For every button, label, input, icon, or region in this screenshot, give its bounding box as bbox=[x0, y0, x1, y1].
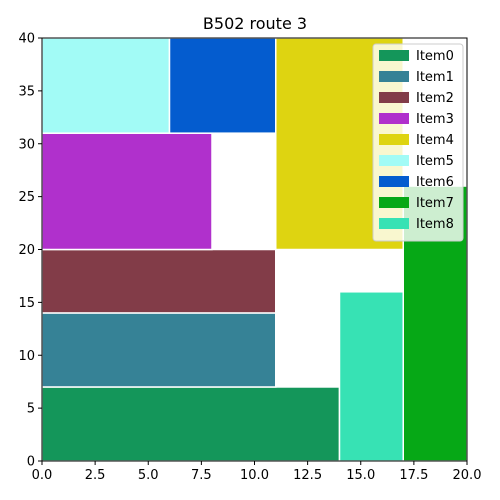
legend-label-1: Item1 bbox=[416, 70, 454, 85]
y-tick-label: 20 bbox=[18, 243, 35, 258]
x-tick-label: 12.5 bbox=[293, 468, 322, 483]
y-tick-label: 30 bbox=[18, 137, 35, 152]
x-axis: 0.0 2.5 5.0 7.5 10.0 12.5 15.0 17.5 20.0 bbox=[32, 461, 482, 483]
item-rect-1 bbox=[41, 312, 277, 388]
legend-label-2: Item2 bbox=[416, 91, 454, 106]
item-rect-5 bbox=[41, 37, 171, 134]
legend-label-8: Item8 bbox=[416, 217, 454, 232]
legend-label-7: Item7 bbox=[416, 196, 454, 211]
y-tick-label: 0 bbox=[27, 455, 35, 470]
legend-label-3: Item3 bbox=[416, 112, 454, 127]
legend-swatch-1 bbox=[379, 71, 409, 82]
y-tick-label: 25 bbox=[18, 190, 35, 205]
chart-title: B502 route 3 bbox=[203, 14, 307, 33]
legend: Item0 Item1 Item2 Item3 Item4 Item5 Item6 Item7… bbox=[372, 43, 464, 242]
item-rect-6 bbox=[168, 37, 277, 134]
legend-swatch-8 bbox=[379, 218, 409, 229]
item-rect-8 bbox=[338, 291, 404, 462]
x-tick-label: 5.0 bbox=[138, 468, 159, 483]
legend-label-4: Item4 bbox=[416, 133, 454, 148]
item-rect-3 bbox=[41, 132, 213, 251]
x-tick-label: 20.0 bbox=[453, 468, 482, 483]
legend-swatch-4 bbox=[379, 134, 409, 145]
legend-swatch-2 bbox=[379, 92, 409, 103]
legend-swatch-0 bbox=[379, 50, 409, 61]
legend-swatch-7 bbox=[379, 197, 409, 208]
y-tick-label: 10 bbox=[18, 349, 35, 364]
item-rect-0 bbox=[41, 386, 341, 462]
x-tick-label: 10.0 bbox=[240, 468, 269, 483]
y-tick-label: 40 bbox=[18, 32, 35, 47]
y-tick-label: 5 bbox=[27, 402, 35, 417]
y-axis: 0 5 10 15 20 25 30 35 40 bbox=[18, 32, 42, 470]
x-tick-label: 15.0 bbox=[346, 468, 375, 483]
y-tick-label: 35 bbox=[18, 84, 35, 99]
legend-swatch-5 bbox=[379, 155, 409, 166]
item-rect-2 bbox=[41, 248, 277, 314]
legend-label-0: Item0 bbox=[416, 49, 454, 64]
x-tick-label: 0.0 bbox=[32, 468, 53, 483]
legend-swatch-6 bbox=[379, 176, 409, 187]
legend-label-6: Item6 bbox=[416, 175, 454, 190]
x-tick-label: 2.5 bbox=[85, 468, 106, 483]
legend-swatch-3 bbox=[379, 113, 409, 124]
y-tick-label: 15 bbox=[18, 296, 35, 311]
legend-label-5: Item5 bbox=[416, 154, 454, 169]
x-tick-label: 17.5 bbox=[399, 468, 428, 483]
x-tick-label: 7.5 bbox=[191, 468, 212, 483]
